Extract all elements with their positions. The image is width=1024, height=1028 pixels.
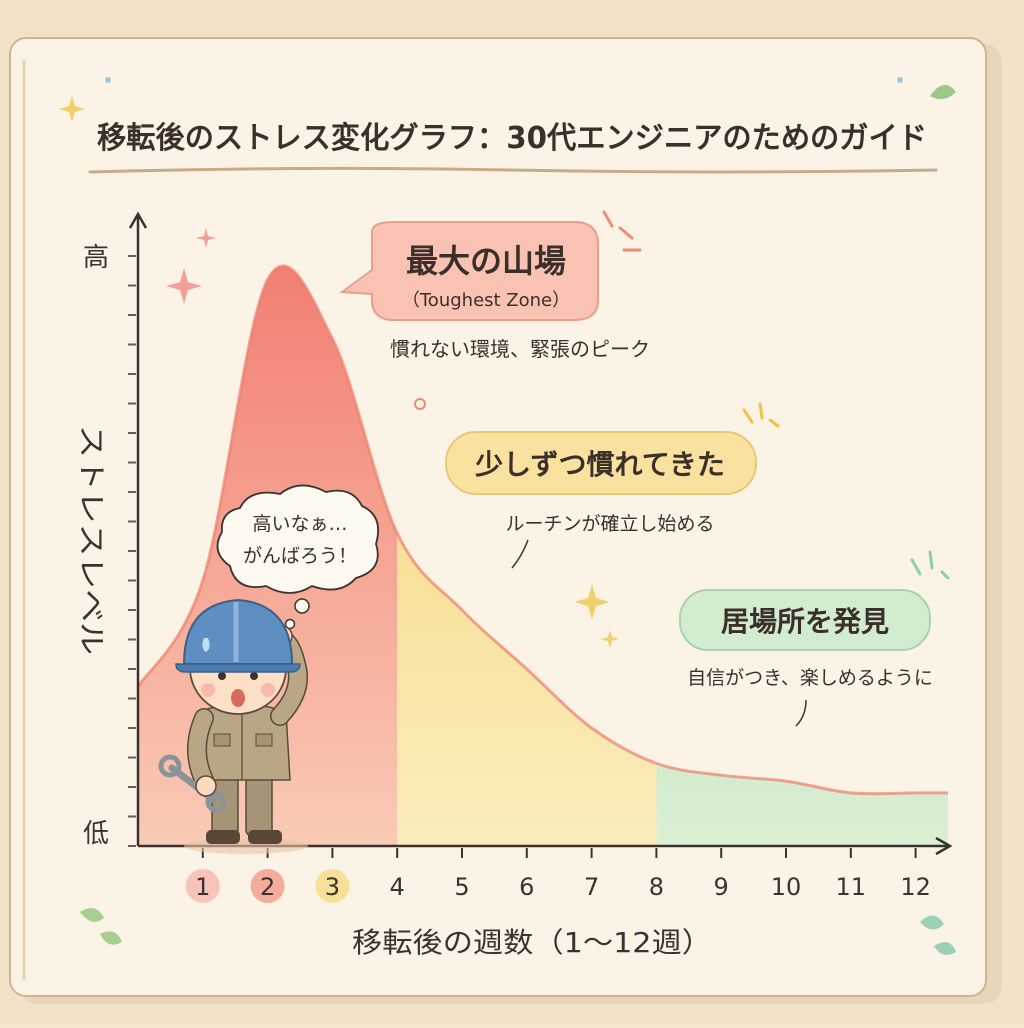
x-tick-badge [250,869,285,903]
y-axis-label: ストレスレベル [75,425,108,655]
x-tick-label: 12 [900,873,931,901]
x-tick-label: 9 [714,873,729,901]
thought-dot-small [284,618,296,630]
x-axis-label: 移転後の週数（1〜12週） [352,926,712,959]
annotation-3-note: 自信がつき、楽しめるように [687,667,933,689]
leaf-icon [80,908,122,945]
engineer-character [158,598,308,854]
thought-bubble-cloud [216,484,380,594]
thought-dot-large [294,598,310,614]
emphasis-marks-icon [910,550,950,580]
annotation-3-title: 居場所を発見 [721,605,889,638]
thought-line-2: がんばろう！ [243,545,357,567]
annotation-3-pointer [795,699,807,727]
x-tick-label: 11 [836,873,867,901]
x-tick-label: 4 [390,873,405,901]
annotation-2-pointer [511,539,529,569]
character-shadow [184,838,308,854]
y-tick-high: 高 [83,243,109,273]
annotation-1-title: 最大の山場 [406,242,566,280]
sparkle-icon [196,228,216,248]
character-thought-bubble: 高いなぁ… がんばろう！ [216,484,380,630]
leaf-icon [920,915,956,955]
x-tick-label: 7 [584,873,599,901]
sparkle-icon [601,630,619,648]
x-tick-label: 2 [260,873,275,901]
dot-icon [105,77,111,83]
annotation-2-bubble [445,431,757,495]
sparkle-icon [166,268,202,304]
x-tick-label: 5 [454,873,469,901]
character-cheek-right [261,683,275,697]
decorations [59,77,956,955]
sparkle-icon [574,584,610,620]
leaf-icon [930,84,956,100]
annotation-toughest-zone: 最大の山場 （Toughest Zone） 慣れない環境、緊張のピーク [339,221,650,361]
annotation-getting-used: 少しずつ慣れてきた ルーチンが確立し始める [445,431,757,569]
stress-curve-line [136,264,948,796]
thought-line-1: 高いなぁ… [252,513,347,535]
chart-title: 移転後のストレス変化グラフ：30代エンジニアのためのガイド [97,121,927,156]
notebook-page [9,37,987,997]
character-arm-down [188,709,213,789]
annotation-1-bubble [339,221,599,321]
annotation-1-note: 慣れない環境、緊張のピーク [390,337,650,361]
character-shoe-right [248,830,282,844]
zone-green-area [656,763,948,846]
x-tick-badge [185,869,220,903]
y-axis-ticks [128,255,136,847]
x-tick-label: 3 [325,873,340,901]
sweat-drop-icon [202,638,210,652]
character-pocket-left [213,733,231,747]
x-tick-label: 1 [195,873,210,901]
x-axis-arrow [935,836,953,856]
sparkle-icon [59,96,85,122]
annotation-1-subtitle: （Toughest Zone） [402,290,570,311]
annotation-2-title: 少しずつ慣れてきた [475,448,725,481]
character-eye-left [218,672,226,680]
annotation-2-note: ルーチンが確立し始める [505,513,714,535]
y-tick-low: 低 [83,819,109,849]
x-tick-label: 6 [519,873,534,901]
character-shoe-left [206,830,240,844]
character-cheek-left [201,683,215,697]
title-underline [88,166,938,174]
x-tick-badge [315,869,350,903]
character-mouth [231,689,245,707]
character-hand-down [195,775,217,797]
dot-icon [897,77,903,83]
character-pocket-right [255,733,273,747]
y-axis-arrow [128,211,148,229]
x-tick-label: 8 [649,873,664,901]
annotation-3-bubble [679,589,931,651]
character-eye-right [250,672,258,680]
dot-icon [414,398,426,410]
hard-hat-brim [175,663,301,673]
emphasis-marks-icon [742,402,780,428]
annotation-found-place: 居場所を発見 自信がつき、楽しめるように [679,589,933,727]
x-tick-label: 10 [771,873,802,901]
emphasis-marks-icon [602,210,642,252]
x-axis-ticks: 1 2 3 4 5 6 7 8 9 10 11 12 [185,848,931,903]
